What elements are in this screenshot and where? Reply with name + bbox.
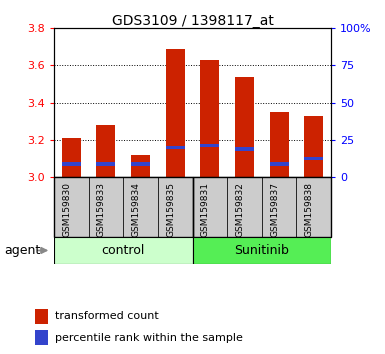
- Bar: [166, 49, 185, 177]
- Text: GDS3109 / 1398117_at: GDS3109 / 1398117_at: [112, 14, 273, 28]
- Bar: [35, 330, 48, 345]
- Bar: [35, 309, 48, 324]
- Text: GSM159832: GSM159832: [236, 182, 244, 237]
- Bar: [192, 237, 331, 264]
- Text: GSM159834: GSM159834: [132, 182, 141, 237]
- Text: GSM159831: GSM159831: [201, 182, 210, 237]
- Text: GSM159830: GSM159830: [62, 182, 71, 237]
- Text: Sunitinib: Sunitinib: [234, 244, 289, 257]
- Text: GSM159838: GSM159838: [305, 182, 314, 237]
- Text: percentile rank within the sample: percentile rank within the sample: [55, 332, 243, 343]
- Bar: [304, 157, 323, 160]
- Bar: [131, 162, 150, 166]
- Bar: [54, 177, 192, 237]
- Text: GSM159835: GSM159835: [166, 182, 175, 237]
- Bar: [96, 162, 116, 166]
- Bar: [296, 177, 331, 237]
- Bar: [200, 60, 219, 177]
- Bar: [192, 177, 227, 237]
- Bar: [270, 112, 289, 177]
- Bar: [235, 76, 254, 177]
- Bar: [166, 145, 185, 149]
- Bar: [62, 138, 81, 177]
- Bar: [200, 144, 219, 147]
- Bar: [192, 177, 331, 237]
- Bar: [89, 177, 123, 237]
- Bar: [62, 162, 81, 166]
- Bar: [227, 177, 262, 237]
- Text: agent: agent: [4, 244, 40, 257]
- Text: control: control: [102, 244, 145, 257]
- Bar: [54, 177, 89, 237]
- Text: GSM159837: GSM159837: [270, 182, 279, 237]
- Bar: [235, 148, 254, 151]
- Bar: [304, 116, 323, 177]
- Text: transformed count: transformed count: [55, 311, 159, 321]
- Text: GSM159833: GSM159833: [97, 182, 106, 237]
- Bar: [158, 177, 192, 237]
- Bar: [123, 177, 158, 237]
- Bar: [96, 125, 116, 177]
- Bar: [54, 237, 192, 264]
- Bar: [270, 162, 289, 166]
- Bar: [262, 177, 296, 237]
- Bar: [131, 155, 150, 177]
